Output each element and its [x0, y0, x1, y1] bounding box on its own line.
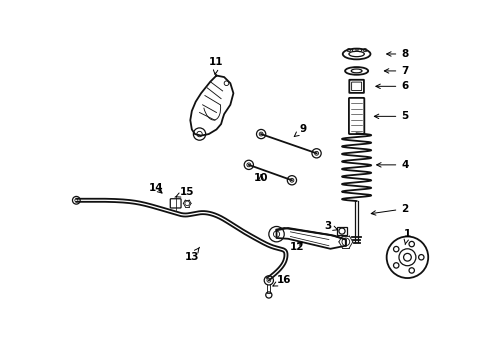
- Text: 15: 15: [175, 187, 195, 197]
- Text: 3: 3: [325, 221, 338, 231]
- Text: 9: 9: [294, 125, 307, 136]
- Text: 2: 2: [371, 204, 409, 215]
- Text: 13: 13: [185, 247, 199, 262]
- Text: 7: 7: [384, 66, 409, 76]
- Text: 1: 1: [404, 229, 411, 245]
- Text: 16: 16: [273, 275, 291, 286]
- Text: 10: 10: [254, 173, 269, 183]
- Text: 8: 8: [387, 49, 409, 59]
- Text: 14: 14: [149, 183, 164, 193]
- Text: 11: 11: [209, 58, 224, 75]
- Text: 5: 5: [374, 111, 409, 121]
- Text: 4: 4: [377, 160, 409, 170]
- Text: 12: 12: [290, 242, 305, 252]
- Text: 6: 6: [376, 81, 409, 91]
